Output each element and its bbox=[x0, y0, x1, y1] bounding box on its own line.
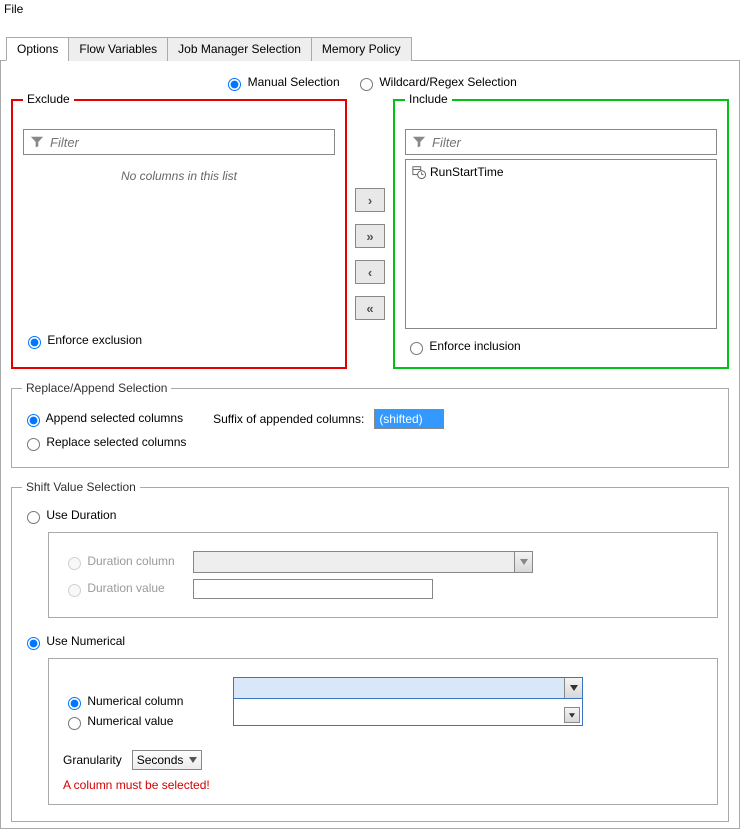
list-item[interactable]: RunStartTime bbox=[410, 164, 712, 180]
shift-value-legend: Shift Value Selection bbox=[22, 480, 140, 494]
move-left-button[interactable]: ‹ bbox=[355, 260, 385, 284]
replace-columns-label: Replace selected columns bbox=[46, 435, 186, 449]
include-panel: Include RunStartTime bbox=[393, 99, 729, 369]
granularity-select[interactable]: Seconds bbox=[132, 750, 203, 770]
chevron-down-icon bbox=[189, 757, 197, 763]
move-left-all-button[interactable]: « bbox=[355, 296, 385, 320]
move-right-all-button[interactable]: » bbox=[355, 224, 385, 248]
replace-append-legend: Replace/Append Selection bbox=[22, 381, 171, 395]
menu-file[interactable]: File bbox=[4, 2, 23, 16]
manual-selection-label: Manual Selection bbox=[248, 75, 340, 89]
append-columns-label: Append selected columns bbox=[46, 411, 183, 425]
numerical-value-radio[interactable]: Numerical value bbox=[63, 714, 223, 730]
numerical-column-radio-input[interactable] bbox=[68, 697, 81, 710]
enforce-inclusion-radio[interactable]: Enforce inclusion bbox=[405, 339, 521, 353]
duration-column-label: Duration column bbox=[87, 554, 174, 568]
move-right-button[interactable]: › bbox=[355, 188, 385, 212]
enforce-inclusion-radio-input[interactable] bbox=[410, 342, 423, 355]
filter-icon bbox=[412, 135, 426, 149]
exclude-filter[interactable] bbox=[23, 129, 335, 155]
enforce-exclusion-radio[interactable]: Enforce exclusion bbox=[23, 333, 142, 347]
replace-columns-radio-input[interactable] bbox=[27, 438, 40, 451]
numerical-column-radio[interactable]: Numerical column bbox=[63, 694, 223, 710]
column-name: RunStartTime bbox=[430, 165, 504, 179]
duration-value-radio-input bbox=[68, 584, 81, 597]
numerical-column-label: Numerical column bbox=[87, 694, 183, 708]
numerical-subpanel: Numerical column bbox=[48, 658, 718, 805]
numerical-value-radio-input[interactable] bbox=[68, 717, 81, 730]
use-numerical-label: Use Numerical bbox=[46, 634, 125, 648]
wildcard-selection-radio-input[interactable] bbox=[360, 78, 373, 91]
use-duration-radio-input[interactable] bbox=[27, 511, 40, 524]
numerical-value-label: Numerical value bbox=[87, 714, 173, 728]
datetime-icon bbox=[412, 165, 426, 179]
exclude-panel: Exclude No columns in this list Enforce … bbox=[11, 99, 347, 369]
duration-value-input bbox=[193, 579, 433, 599]
tab-job-manager[interactable]: Job Manager Selection bbox=[167, 37, 312, 61]
tab-strip: Options Flow Variables Job Manager Selec… bbox=[0, 36, 740, 61]
duration-column-radio: Duration column bbox=[63, 554, 183, 570]
include-filter[interactable] bbox=[405, 129, 717, 155]
replace-append-group: Replace/Append Selection Append selected… bbox=[11, 381, 729, 468]
enforce-exclusion-label: Enforce exclusion bbox=[47, 333, 142, 347]
exclude-legend: Exclude bbox=[23, 92, 74, 106]
chevron-down-icon[interactable] bbox=[564, 707, 580, 723]
exclude-empty-msg: No columns in this list bbox=[23, 169, 335, 183]
exclude-filter-input[interactable] bbox=[48, 134, 328, 151]
use-duration-label: Use Duration bbox=[46, 508, 116, 522]
append-columns-radio-input[interactable] bbox=[27, 414, 40, 427]
shift-value-group: Shift Value Selection Use Duration Durat… bbox=[11, 480, 729, 822]
manual-selection-radio[interactable]: Manual Selection bbox=[223, 75, 343, 89]
duration-column-combo bbox=[193, 551, 533, 573]
use-duration-radio[interactable]: Use Duration bbox=[22, 508, 116, 524]
include-column-list[interactable]: RunStartTime bbox=[405, 159, 717, 329]
wildcard-selection-label: Wildcard/Regex Selection bbox=[379, 75, 516, 89]
append-columns-radio[interactable]: Append selected columns bbox=[22, 411, 183, 427]
include-legend: Include bbox=[405, 92, 452, 106]
duration-value-label: Duration value bbox=[87, 581, 164, 595]
numerical-column-combo[interactable] bbox=[233, 677, 583, 699]
duration-value-radio: Duration value bbox=[63, 581, 183, 597]
enforce-inclusion-label: Enforce inclusion bbox=[429, 339, 520, 353]
filter-icon bbox=[30, 135, 44, 149]
transfer-buttons: › » ‹ « bbox=[355, 99, 385, 369]
suffix-label: Suffix of appended columns: bbox=[213, 412, 364, 426]
tab-flow-variables[interactable]: Flow Variables bbox=[68, 37, 168, 61]
tab-options[interactable]: Options bbox=[6, 37, 69, 61]
chevron-down-icon bbox=[514, 552, 532, 572]
granularity-value: Seconds bbox=[137, 753, 184, 767]
enforce-exclusion-radio-input[interactable] bbox=[28, 336, 41, 349]
options-panel: Manual Selection Wildcard/Regex Selectio… bbox=[0, 61, 740, 829]
granularity-label: Granularity bbox=[63, 753, 122, 767]
error-message: A column must be selected! bbox=[63, 778, 703, 792]
include-filter-input[interactable] bbox=[430, 134, 710, 151]
duration-subpanel: Duration column Duration value bbox=[48, 532, 718, 618]
duration-column-radio-input bbox=[68, 557, 81, 570]
manual-selection-radio-input[interactable] bbox=[228, 78, 241, 91]
tab-memory-policy[interactable]: Memory Policy bbox=[311, 37, 412, 61]
numerical-column-dropdown[interactable] bbox=[233, 698, 583, 726]
replace-columns-radio[interactable]: Replace selected columns bbox=[22, 435, 186, 451]
wildcard-selection-radio[interactable]: Wildcard/Regex Selection bbox=[355, 75, 517, 89]
suffix-input[interactable] bbox=[374, 409, 444, 429]
use-numerical-radio[interactable]: Use Numerical bbox=[22, 634, 125, 650]
use-numerical-radio-input[interactable] bbox=[27, 637, 40, 650]
chevron-down-icon[interactable] bbox=[564, 678, 582, 698]
